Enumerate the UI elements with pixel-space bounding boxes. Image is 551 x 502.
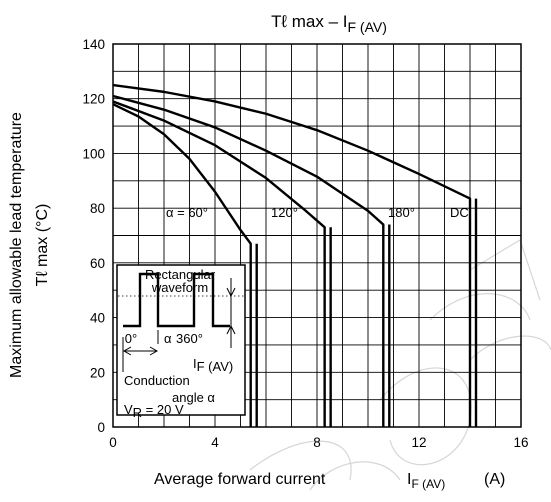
chart-title-subscript: F (AV) [347, 19, 386, 35]
inset-current-subscript: F (AV) [197, 359, 234, 374]
inset-current-arrow-top [226, 287, 236, 298]
x-axis-symbol: IF (AV) [407, 471, 445, 491]
inset-square-wave [123, 272, 230, 328]
x-axis-symbol-subscript: F (AV) [411, 477, 445, 491]
y-axis-label: Maximum allowable lead temperature [8, 112, 25, 378]
y-tick-label: 140 [82, 37, 105, 52]
inset-voltage-subscript: R [133, 405, 142, 420]
x-tick-label: 16 [513, 435, 528, 450]
watermark [249, 239, 551, 491]
inset-frame [116, 264, 246, 416]
inset-angle-start: 0° [125, 331, 137, 346]
series-label-dc: DC [450, 205, 469, 220]
inset-angle-arrow-right [149, 346, 159, 356]
series-curve-0 [112, 103, 252, 427]
series-curve-3 [112, 83, 472, 427]
inset-angle-end: 360° [176, 331, 203, 346]
series-curve-2 [112, 94, 385, 427]
waveform-inset: Rectangular waveform 0° α 360° IF (AV) C… [116, 264, 246, 420]
y-tick-label: 60 [90, 256, 105, 271]
y-tick-label: 20 [90, 365, 105, 380]
y-axis-label-symbol: Tℓ max (°C) [34, 204, 51, 287]
series-curve-1 [112, 100, 326, 427]
inset-angle-arrow-left [122, 346, 132, 356]
inset-current-arrow-bottom [226, 324, 236, 335]
x-tick-label: 12 [411, 435, 426, 450]
y-tick-label: 120 [82, 92, 105, 107]
tick-labels: 0 4 8 12 16 0 20 40 60 80 100 120 140 [82, 37, 528, 450]
y-tick-label: 80 [90, 201, 105, 216]
series-label-60: α = 60° [166, 205, 208, 220]
chart-title: Tℓ max – IF (AV) [271, 12, 387, 35]
inset-waveform-line1: Rectangular [145, 267, 216, 282]
series-curves [112, 83, 478, 427]
inset-alpha: α [164, 331, 172, 346]
y-tick-label: 40 [90, 311, 105, 326]
inset-waveform-line2: waveform [151, 280, 208, 295]
x-tick-label: 0 [109, 435, 117, 450]
inset-conduction-line1: Conduction [124, 373, 190, 388]
inset-conduction-line2: angle α [172, 390, 215, 405]
inset-current-label: IF (AV) [193, 356, 233, 374]
inset-voltage-label: VR = 20 V [124, 402, 184, 420]
series-label-180: 180° [388, 205, 415, 220]
series-label-120: 120° [271, 205, 298, 220]
inset-voltage-value: = 20 V [142, 402, 184, 417]
x-tick-label: 4 [211, 435, 219, 450]
plot-frame [112, 43, 522, 428]
x-tick-label: 8 [313, 435, 321, 450]
x-axis-unit: (A) [484, 471, 505, 488]
y-tick-label: 100 [82, 146, 105, 161]
y-tick-label: 0 [97, 420, 105, 435]
x-axis-label: Average forward current [154, 471, 326, 488]
